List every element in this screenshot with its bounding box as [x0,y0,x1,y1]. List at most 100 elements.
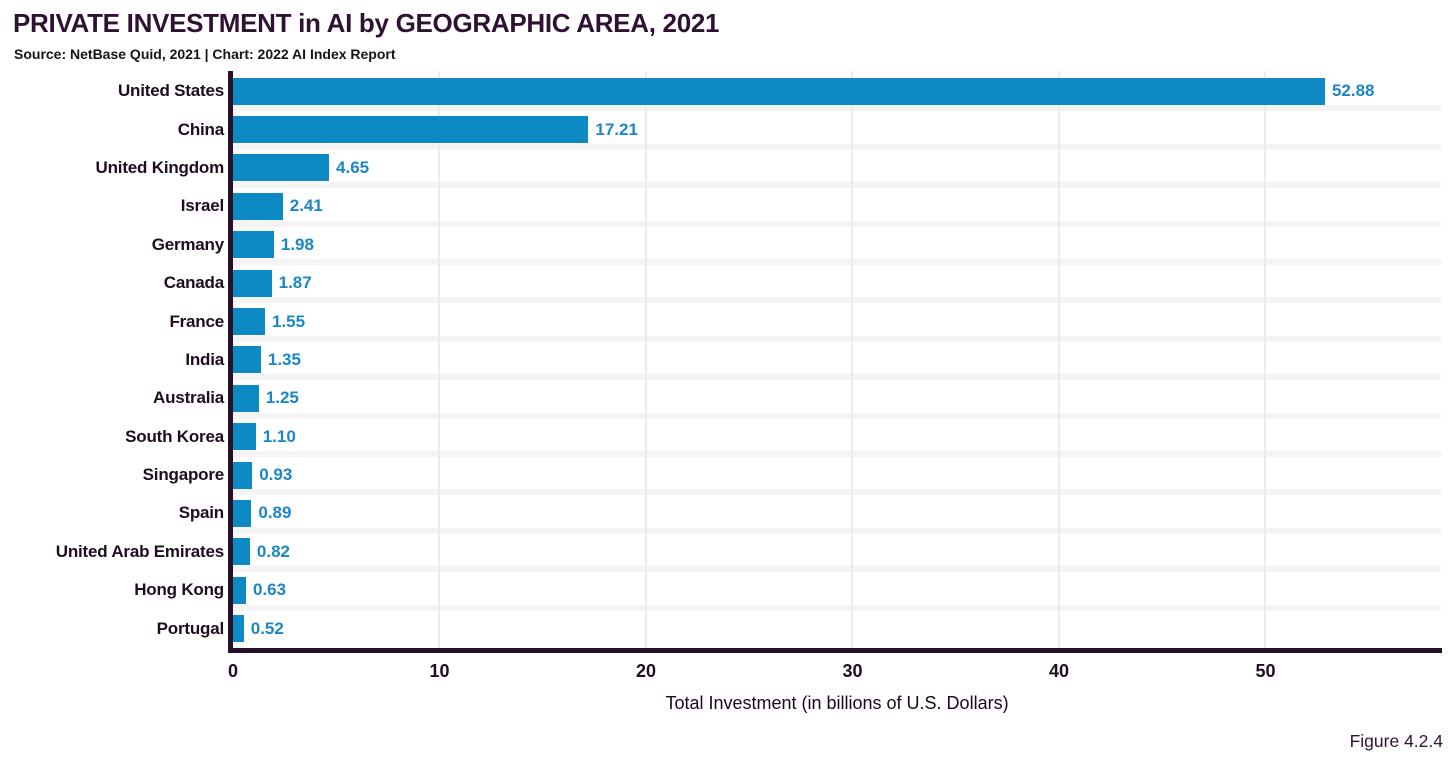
value-label: 1.98 [280,234,314,254]
bar [233,461,253,489]
row-separator [233,412,1441,419]
bar-track: 0.63 [233,576,1441,604]
bar [233,615,244,643]
figure-number: Figure 4.2.4 [1349,731,1443,751]
bar [233,77,1325,105]
category-label: Hong Kong [134,580,224,600]
bar [233,154,330,182]
bar-row: United Arab Emirates 0.82 [0,533,1456,571]
bar [233,423,256,451]
row-separator [233,604,1441,611]
bar [233,346,261,374]
bar-track: 1.55 [233,308,1441,336]
gridline [851,71,854,649]
bar-track: 17.21 [233,116,1441,144]
bar [233,269,272,297]
bar [233,384,259,412]
bar-track: 1.98 [233,231,1441,259]
value-label: 1.25 [265,388,299,408]
bar-track: 0.52 [233,615,1441,643]
value-label: 1.87 [278,273,312,293]
category-label: Germany [151,234,225,254]
gridline [644,71,647,649]
bar [233,231,274,259]
bar-rows: United States 52.88 China 17.21 United Kingd… [0,72,1456,648]
bar-row: South Korea 1.10 [0,418,1456,456]
category-label: United States [117,81,224,101]
x-axis-title: Total Investment (in billions of U.S. Do… [665,693,1009,713]
row-separator [233,143,1441,150]
value-label: 4.65 [336,157,370,177]
gridline [438,71,441,649]
row-separator [233,297,1441,304]
category-label: India [185,349,224,369]
gridlines [233,71,1441,649]
bar [233,538,250,566]
bar [233,308,265,336]
gridline [1264,71,1267,649]
bar-row: United States 52.88 [0,72,1456,110]
category-label: Australia [153,388,224,408]
bar-row: United Kingdom 4.65 [0,149,1456,187]
category-label: China [177,119,224,139]
row-separator [233,451,1441,457]
bar-track: 1.25 [233,384,1441,412]
value-label: 1.35 [267,349,301,369]
value-label: 2.41 [289,196,323,216]
bar-row: Australia 1.25 [0,379,1456,417]
category-label: South Korea [125,426,224,446]
x-tick-label: 30 [842,661,863,681]
value-label: 0.89 [258,503,292,523]
chart-title: PRIVATE INVESTMENT in AI by GEOGRAPHIC A… [13,8,720,38]
bar-track: 52.88 [233,77,1441,105]
category-label: United Arab Emirates [55,541,224,561]
chart-source: Source: NetBase Quid, 2021 | Chart: 2022… [14,46,396,62]
value-label: 0.52 [250,618,284,638]
row-separator [233,220,1441,227]
row-separator [233,335,1441,342]
value-label: 1.10 [262,426,296,446]
x-tick-label: 10 [429,661,450,681]
category-label: Spain [178,503,224,523]
bar-track: 0.89 [233,499,1441,527]
x-tick-label: 50 [1255,661,1276,681]
bar [233,576,246,604]
category-label: Portugal [156,618,225,638]
x-tick-label: 40 [1048,661,1069,681]
bar-row: China 17.21 [0,110,1456,148]
category-label: United Kingdom [95,157,225,177]
category-label: Israel [180,196,224,216]
bar-row: Portugal 0.52 [0,609,1456,647]
value-label: 0.63 [253,580,287,600]
category-label: France [169,311,224,331]
bar-row: Canada 1.87 [0,264,1456,302]
row-separator [233,182,1441,189]
bar-row: India 1.35 [0,341,1456,379]
value-label: 1.55 [272,311,306,331]
row-separator [233,105,1441,112]
value-label: 0.93 [259,465,293,485]
bar-row: France 1.55 [0,302,1456,340]
row-separator [233,566,1441,573]
bar-row: Hong Kong 0.63 [0,571,1456,609]
gridline [1057,71,1060,649]
y-axis-line [228,71,233,653]
category-label: Canada [163,273,224,293]
bar-row: Spain 0.89 [0,494,1456,532]
bar [233,192,283,220]
bar-track: 1.10 [233,423,1441,451]
x-tick-label: 0 [227,661,239,681]
row-separator [233,489,1441,496]
category-label: Singapore [142,465,225,485]
value-label: 52.88 [1331,81,1375,101]
bar-track: 4.65 [233,154,1441,182]
x-axis-line [228,648,1442,653]
row-separator [233,527,1441,534]
bar-row: Germany 1.98 [0,226,1456,264]
bar-track: 1.87 [233,269,1441,297]
value-label: 0.82 [256,541,291,561]
bar-row: Singapore 0.93 [0,456,1456,494]
bar-track: 1.35 [233,346,1441,374]
